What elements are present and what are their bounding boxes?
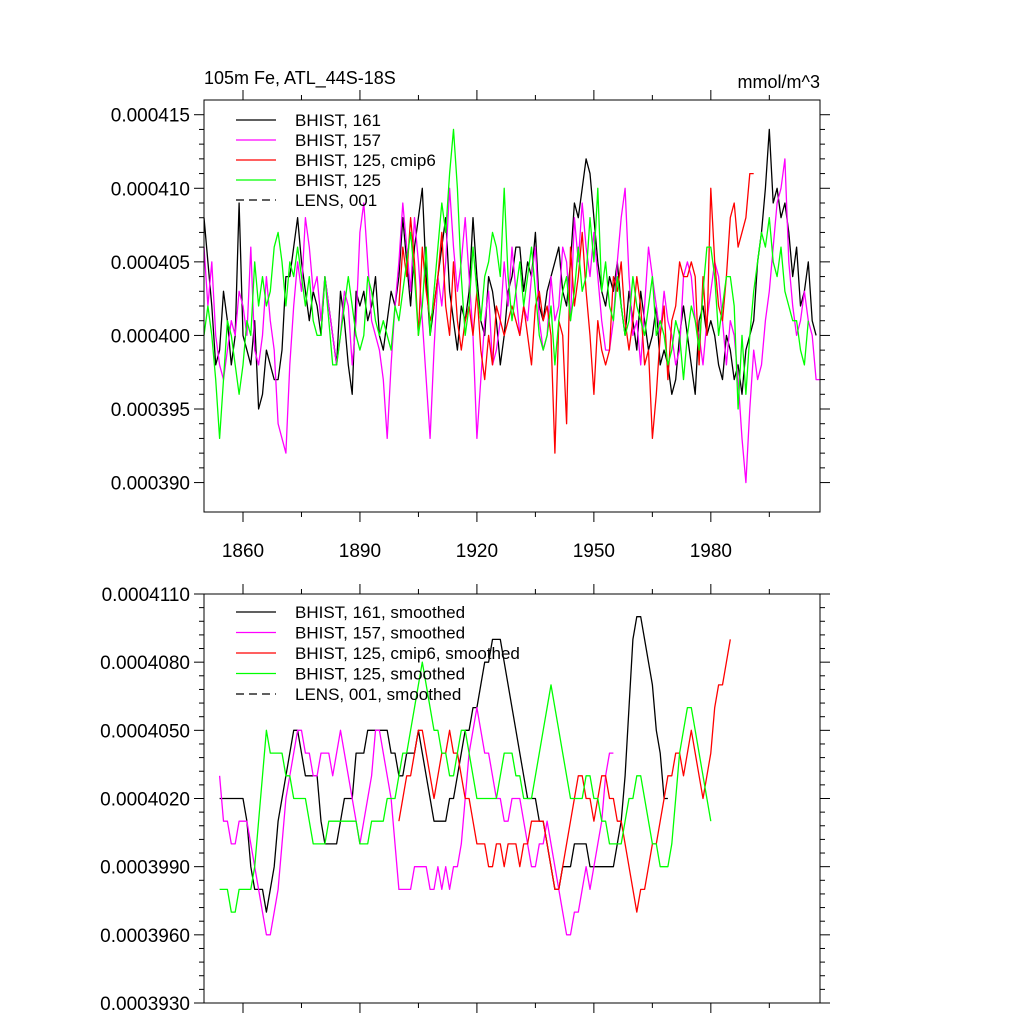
y-tick-label: 0.000390 — [111, 474, 190, 495]
legend-label-4: LENS, 001 — [295, 191, 377, 210]
x-tick-label: 1890 — [339, 541, 381, 562]
y-tick-label: 0.0003960 — [100, 926, 190, 947]
y-tick-label: 0.0003930 — [100, 994, 190, 1015]
units-label: mmol/m^3 — [738, 72, 820, 92]
legend-label-0: BHIST, 161, smoothed — [295, 603, 465, 622]
series-line-2 — [398, 172, 754, 454]
series-line-2 — [398, 639, 731, 913]
y-tick-label: 0.000395 — [111, 400, 190, 421]
x-tick-label: 1980 — [690, 541, 732, 562]
series-lines — [203, 128, 820, 484]
top-panel: 0.000390 0.000395 0.000400 0.000405 0.000410… — [111, 90, 830, 562]
legend-label-3: BHIST, 125 — [295, 171, 381, 190]
legend-label-2: BHIST, 125, cmip6 — [295, 151, 436, 170]
legend-label-1: BHIST, 157, smoothed — [295, 624, 465, 643]
y-tick-label: 0.000405 — [111, 253, 190, 274]
legend-label-2: BHIST, 125, cmip6, smoothed — [295, 644, 520, 663]
series-lines — [218, 616, 731, 936]
legend-label-0: BHIST, 161 — [295, 111, 381, 130]
y-tick-label: 0.0004050 — [100, 721, 190, 742]
y-tick-label: 0.0004080 — [100, 653, 190, 674]
chart-title: 105m Fe, ATL_44S-18S — [204, 68, 396, 89]
legend-label-1: BHIST, 157 — [295, 131, 381, 150]
series-line-1 — [218, 706, 614, 936]
y-tick-label: 0.0004110 — [102, 585, 190, 606]
x-tick-label: 1950 — [573, 541, 615, 562]
x-tick-label: 1860 — [222, 541, 264, 562]
series-line-1 — [203, 158, 820, 484]
legend-label-4: LENS, 001, smoothed — [295, 685, 461, 704]
y-tick-label: 0.000400 — [111, 326, 190, 347]
series-line-3 — [203, 128, 809, 440]
legend: BHIST, 161, smoothed BHIST, 157, smoothed… — [236, 603, 520, 704]
series-line-3 — [219, 661, 712, 913]
y-tick-label: 0.000410 — [111, 179, 190, 200]
y-tick-label: 0.0004020 — [100, 790, 190, 811]
y-tick-label: 0.000415 — [111, 106, 190, 127]
legend-label-3: BHIST, 125, smoothed — [295, 665, 465, 684]
y-tick-label: 0.0003990 — [100, 858, 190, 879]
x-tick-label: 1920 — [456, 541, 498, 562]
bottom-panel: 0.0003930 0.0003960 0.0003990 0.0004020 0.00… — [100, 584, 830, 1015]
